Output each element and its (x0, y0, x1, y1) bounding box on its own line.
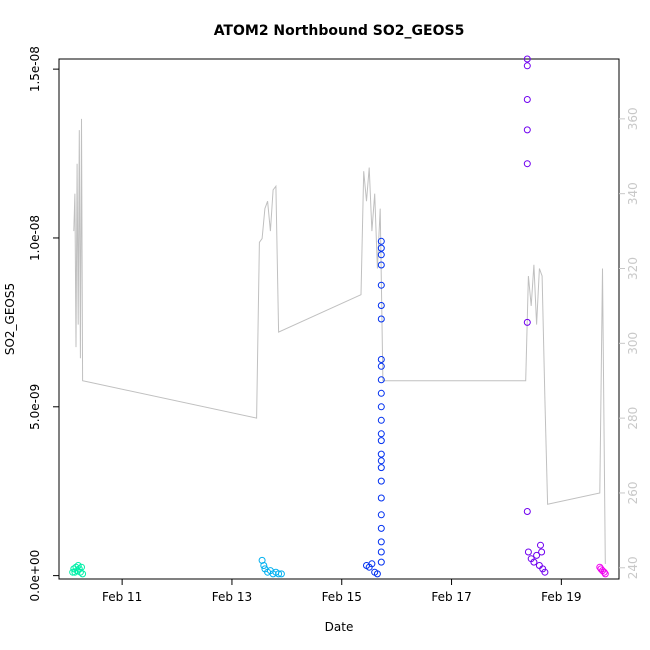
data-point (368, 560, 376, 568)
y-tick-label: 1.5e-08 (28, 46, 42, 92)
data-point (74, 562, 82, 569)
data-point (538, 548, 546, 556)
data-point (377, 524, 385, 532)
x-tick-label: Feb 15 (322, 590, 362, 604)
x-tick-label: Feb 13 (212, 590, 252, 604)
data-point (377, 389, 385, 397)
data-point (79, 570, 87, 578)
data-point (275, 570, 283, 578)
y-tick-label: 5.0e-09 (28, 384, 42, 430)
data-point (377, 237, 385, 245)
y-tick-label: 1.0e-08 (28, 215, 42, 261)
secondary-line-layer (73, 118, 606, 565)
data-point (277, 570, 285, 578)
x-tick-label: Feb 11 (102, 590, 142, 604)
data-point (523, 62, 531, 70)
data-point (377, 548, 385, 556)
y2-tick-label: 340 (626, 182, 640, 205)
x-tick-label: Feb 19 (541, 590, 581, 604)
data-point (377, 251, 385, 259)
chart-title: ATOM2 Northbound SO2_GEOS5 (214, 23, 465, 39)
plot-frame (58, 58, 620, 580)
x-tick-label: Feb 17 (431, 590, 471, 604)
data-point (377, 477, 385, 485)
data-point (377, 315, 385, 323)
data-point (533, 551, 541, 559)
y2-tick-label: 360 (626, 107, 640, 130)
data-point (69, 568, 77, 576)
y2-tick-label: 240 (626, 556, 640, 579)
data-point (600, 568, 608, 576)
data-point (373, 570, 381, 578)
data-point (377, 281, 385, 289)
y2-tick-label: 260 (626, 482, 640, 505)
data-point (377, 362, 385, 370)
data-point (601, 570, 609, 578)
data-point (597, 565, 605, 573)
data-point (377, 511, 385, 519)
data-point (76, 568, 84, 576)
data-point (78, 563, 85, 571)
data-point (377, 244, 385, 252)
data-point (377, 464, 385, 472)
data-point (523, 318, 531, 326)
y2-tick-label: 300 (626, 332, 640, 355)
data-point (523, 160, 531, 168)
y2-tick-label: 280 (626, 407, 640, 430)
data-point (377, 494, 385, 502)
x-axis: Feb 11 Feb 13 Feb 15 Feb 17 Feb 19 (102, 579, 582, 604)
data-point (523, 55, 531, 63)
data-point (377, 538, 385, 546)
data-point (535, 562, 543, 569)
secondary-line (73, 118, 606, 565)
y-axis-label: SO2_GEOS5 (3, 283, 17, 355)
points-layer (69, 55, 609, 578)
data-point (541, 568, 549, 576)
data-point (377, 302, 385, 309)
data-point (377, 450, 385, 458)
data-point (377, 416, 385, 424)
data-point (524, 548, 532, 556)
data-point (523, 126, 531, 134)
data-point (523, 96, 531, 103)
data-point (377, 437, 385, 445)
data-point (377, 457, 385, 465)
y-tick-label: 0.0e+00 (28, 550, 42, 602)
y-axis: 0.0e+00 5.0e-09 1.0e-08 1.5e-08 (28, 46, 59, 602)
x-axis-label: Date (325, 620, 354, 634)
data-point (377, 261, 385, 269)
data-point (377, 356, 385, 363)
data-point (260, 562, 268, 569)
data-point (377, 430, 385, 438)
data-point (523, 508, 531, 515)
y2-tick-label: 320 (626, 257, 640, 280)
data-point (73, 567, 81, 575)
data-point (377, 376, 385, 384)
secondary-y-axis: 240 260 280 300 320 340 360 (619, 107, 640, 579)
data-point (530, 558, 538, 566)
data-point (75, 565, 83, 573)
data-point (377, 403, 385, 411)
data-point (377, 558, 385, 566)
data-point (537, 541, 544, 549)
